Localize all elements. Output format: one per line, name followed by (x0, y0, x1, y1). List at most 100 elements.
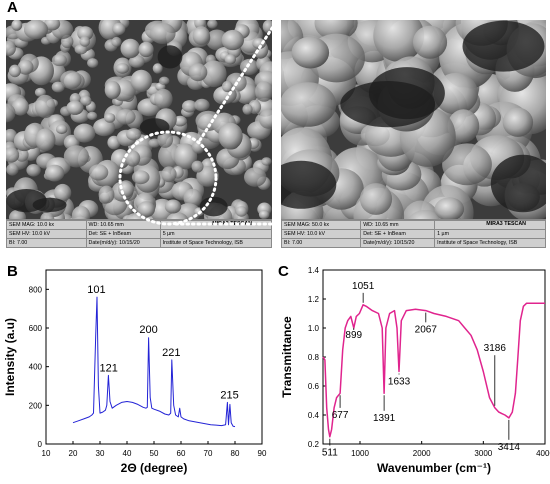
plot-frame (45, 269, 263, 445)
sem-particle (34, 94, 56, 119)
sem-particle (87, 58, 99, 68)
sem-particle (17, 59, 34, 75)
sem-particle (138, 41, 154, 58)
sem-particle (242, 104, 253, 115)
sem-mag-left: SEM MAG: 10.0 kx (6, 220, 87, 230)
y-tick-label: 1.0 (308, 324, 320, 333)
sem-pore (157, 45, 183, 69)
sem-particle (11, 98, 29, 116)
sem-particle (15, 147, 29, 162)
sem-particle (11, 20, 23, 31)
xrd-chart: 10 20 30 40 50 60 70 80 90 0 200 400 600 800 101 121 200… (3, 269, 267, 475)
x-tick-label: 90 (258, 449, 267, 458)
sem-particle (502, 107, 534, 137)
panel-label-a: A (7, 0, 18, 16)
y-tick-label: 1.2 (308, 295, 320, 304)
sem-pore (281, 160, 337, 209)
sem-particle (93, 118, 116, 137)
sem-bi-right: BI: 7.00 (281, 238, 362, 248)
sem-brand-left: MIRA3 TESCAN (212, 221, 252, 227)
sem-particle (35, 128, 56, 152)
peak-label: 121 (99, 363, 117, 375)
sem-particle (191, 140, 205, 154)
sem-scale-right: 1 µm (434, 229, 546, 239)
sem-particle (104, 113, 116, 123)
peak-label: 677 (332, 410, 349, 421)
sem-image-10kx: SEM MAG: 10.0 kx WD: 10.65 mm SEM HV: 10… (6, 20, 272, 248)
sem-particle (6, 103, 16, 123)
sem-particle (291, 36, 330, 69)
sem-particle (191, 160, 204, 173)
sem-particle (44, 20, 61, 31)
x-tick-label: 30 (96, 449, 105, 458)
peak-label: 1391 (373, 413, 396, 424)
peak-label: 200 (139, 324, 157, 336)
y-tick-label: 0 (38, 440, 43, 449)
y-tick-label: 200 (29, 401, 43, 410)
sem-particle (218, 122, 243, 150)
sem-particle (63, 145, 89, 168)
sem-particle (44, 164, 65, 182)
sem-particle (53, 183, 72, 202)
sem-scale-left: 5 µm (159, 229, 272, 239)
sem-pore (199, 196, 228, 217)
peak-label: 101 (87, 284, 105, 296)
sem-particle (104, 80, 121, 100)
sem-particle (137, 201, 155, 218)
sem-particle (74, 44, 88, 55)
sem-particle (164, 199, 182, 214)
sem-particle (314, 20, 358, 41)
peak-label: 511 (322, 448, 338, 459)
x-axis-label: Wavenumber (cm⁻¹) (377, 461, 491, 475)
y-axis-label: Intensity (a.u) (3, 318, 17, 396)
sem-particle (120, 38, 141, 59)
x-axis-label: 2Θ (degree) (121, 461, 188, 475)
sem-particle (194, 98, 210, 112)
sem-particle (161, 166, 177, 183)
sem-det-right: Det: SE + InBeam (360, 229, 436, 239)
sem-particle (115, 63, 130, 74)
sem-particle (433, 72, 479, 115)
sem-particle (182, 100, 197, 113)
x-tick-label: 1000 (351, 449, 369, 458)
sem-particle (158, 76, 170, 85)
sem-particle (152, 63, 163, 74)
sem-particle (98, 185, 115, 204)
sem-particle (6, 147, 20, 163)
x-tick-label: 80 (231, 449, 240, 458)
sem-particle (34, 87, 46, 97)
x-tick-label: 3000 (474, 449, 492, 458)
sem-particle (79, 36, 91, 47)
sem-image-50kx: SEM MAG: 50.0 kx WD: 10.65 mm SEM HV: 10… (281, 20, 546, 248)
panel-label-c: C (278, 263, 289, 280)
sem-particle (51, 54, 67, 67)
peak-label: 3186 (484, 343, 507, 354)
sem-particle (87, 111, 98, 121)
sem-particle (235, 206, 248, 217)
sem-wd-right: WD: 10.65 mm (360, 220, 436, 230)
sem-particle (115, 109, 136, 125)
sem-particle (73, 123, 96, 143)
sem-particle (412, 25, 448, 59)
sem-particle (221, 80, 233, 93)
y-tick-label: 1.4 (308, 266, 320, 275)
y-tick-label: 0.8 (308, 353, 320, 362)
sem-particle (442, 143, 492, 186)
sem-particle (125, 150, 141, 167)
sem-particle (6, 163, 19, 176)
y-tick-label: 600 (29, 324, 43, 333)
peak-label: 2067 (415, 324, 438, 335)
sem-particle (66, 100, 84, 115)
sem-hv-right: SEM HV: 10.0 kV (281, 229, 362, 239)
y-tick-label: 0.4 (308, 411, 320, 420)
sem-particle (26, 164, 41, 177)
sem-pore (462, 20, 545, 72)
sem-particle (51, 81, 65, 93)
x-tick-label: 50 (150, 449, 159, 458)
sem-pore (368, 67, 445, 120)
sem-date-left: Date(m/d/y): 10/15/20 (85, 238, 161, 248)
x-tick-label: 60 (177, 449, 186, 458)
peak-label: 221 (162, 347, 180, 359)
